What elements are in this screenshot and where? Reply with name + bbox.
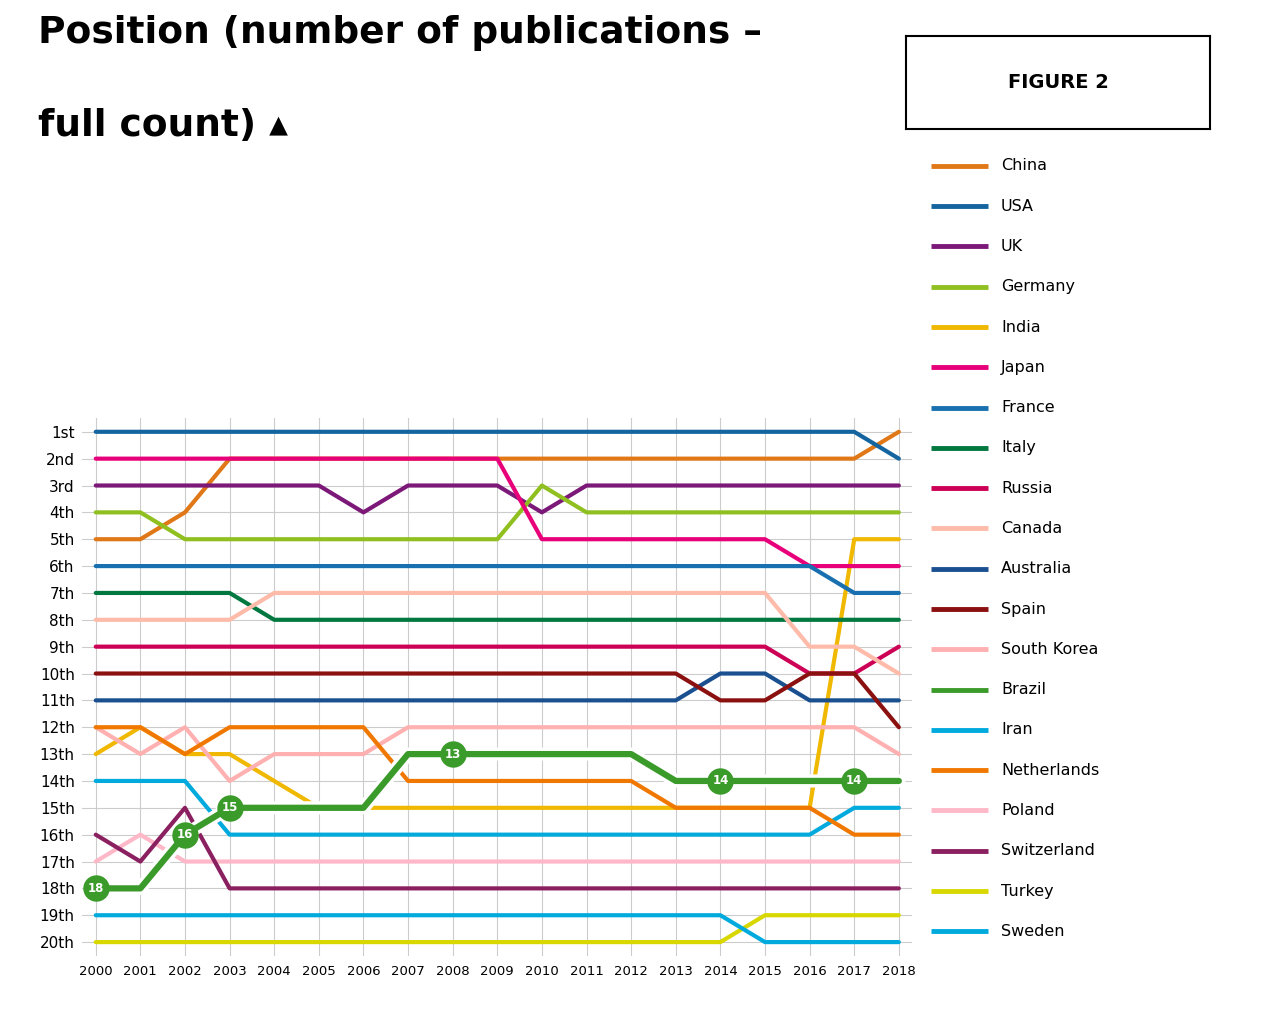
Text: South Korea: South Korea bbox=[1001, 641, 1098, 657]
Text: Italy: Italy bbox=[1001, 440, 1036, 456]
Text: 14: 14 bbox=[712, 775, 729, 787]
Text: full count) ▴: full count) ▴ bbox=[38, 108, 288, 145]
Text: Switzerland: Switzerland bbox=[1001, 843, 1095, 858]
Text: China: China bbox=[1001, 158, 1047, 174]
Text: 15: 15 bbox=[222, 802, 238, 814]
Text: Australia: Australia bbox=[1001, 561, 1072, 576]
Text: Canada: Canada bbox=[1001, 521, 1062, 536]
Text: FIGURE 2: FIGURE 2 bbox=[1007, 73, 1109, 92]
Text: 18: 18 bbox=[87, 882, 104, 895]
Text: Germany: Germany bbox=[1001, 279, 1074, 294]
Text: Spain: Spain bbox=[1001, 601, 1047, 617]
Text: Position (number of publications –: Position (number of publications – bbox=[38, 15, 761, 52]
Text: USA: USA bbox=[1001, 198, 1034, 214]
Text: UK: UK bbox=[1001, 239, 1022, 254]
Text: Turkey: Turkey bbox=[1001, 883, 1054, 899]
Text: Sweden: Sweden bbox=[1001, 924, 1064, 939]
Text: Russia: Russia bbox=[1001, 480, 1053, 496]
Text: Netherlands: Netherlands bbox=[1001, 762, 1100, 778]
Text: France: France bbox=[1001, 400, 1054, 415]
Text: Brazil: Brazil bbox=[1001, 682, 1047, 697]
Text: India: India bbox=[1001, 319, 1040, 335]
Text: Iran: Iran bbox=[1001, 722, 1033, 738]
Text: 16: 16 bbox=[177, 828, 193, 841]
Text: 14: 14 bbox=[846, 775, 863, 787]
Text: 13: 13 bbox=[445, 748, 461, 760]
Text: Japan: Japan bbox=[1001, 359, 1045, 375]
Text: Poland: Poland bbox=[1001, 803, 1054, 818]
